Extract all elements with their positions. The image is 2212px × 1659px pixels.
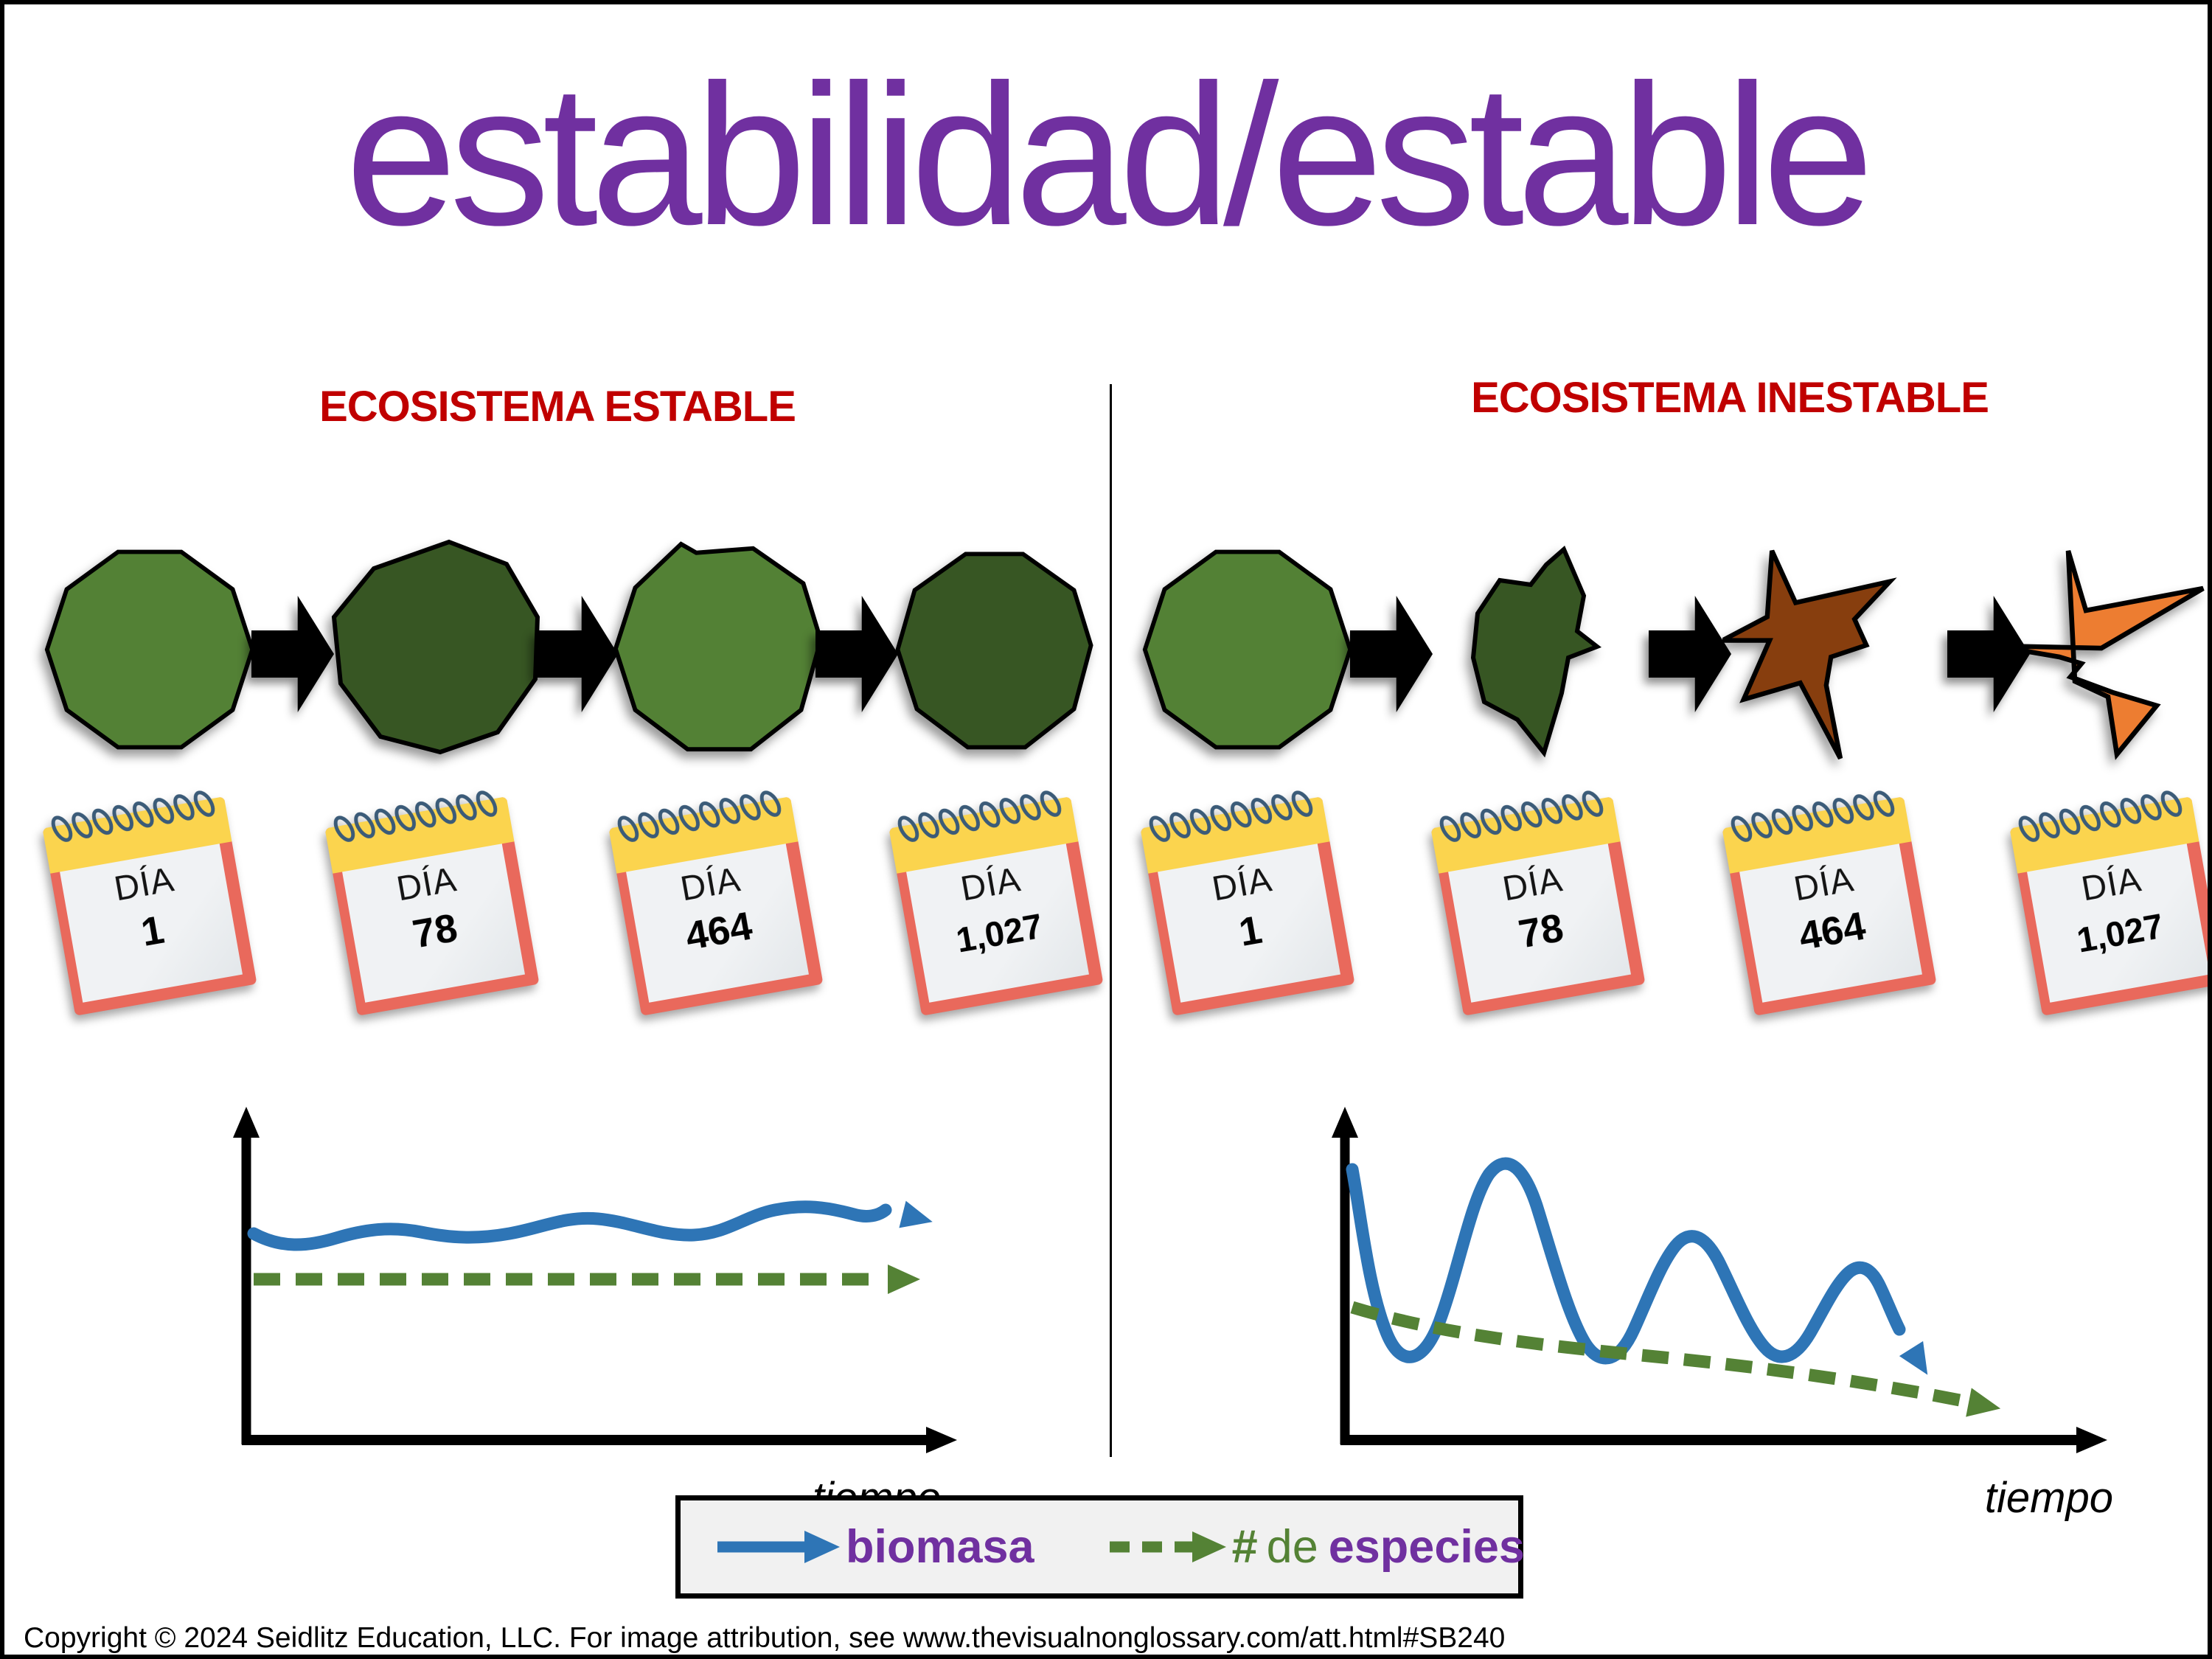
spiral-binding-icon bbox=[1149, 790, 1313, 842]
calendar-icon: DÍA 464 bbox=[1721, 790, 1937, 1020]
x-axis-label-tiempo: tiempo bbox=[1984, 1474, 2113, 1522]
spiral-binding-icon bbox=[1439, 790, 1604, 842]
ecosystem-healthy-icon bbox=[331, 539, 540, 755]
arrow-right-icon bbox=[815, 596, 898, 712]
ecosystem-healthy-icon bbox=[895, 552, 1093, 750]
ecosystem-healthy-icon bbox=[1142, 549, 1353, 750]
ecosystem-degrading-icon bbox=[1470, 546, 1602, 758]
calendar-icon: DÍA 1 bbox=[41, 790, 257, 1020]
spiral-binding-icon bbox=[897, 790, 1062, 842]
ecosystem-collapsed-icon bbox=[1995, 550, 2205, 760]
spiral-binding-icon bbox=[1731, 790, 1895, 842]
calendar-icon: DÍA 464 bbox=[608, 790, 824, 1020]
header-ecosistema-estable: ECOSISTEMA ESTABLE bbox=[319, 383, 796, 431]
arrow-right-icon bbox=[1947, 596, 2030, 712]
ecosystem-healthy-icon bbox=[44, 549, 255, 750]
especies-dashed-line-icon bbox=[1109, 1531, 1226, 1562]
calendar-icon: DÍA 78 bbox=[1430, 790, 1646, 1020]
page-title: estabilidad/estable bbox=[345, 43, 1874, 267]
vertical-divider bbox=[1110, 384, 1112, 1457]
arrow-right-icon bbox=[1649, 596, 1731, 712]
stable-ecosystem-graph bbox=[233, 1107, 957, 1453]
biomasa-line-icon bbox=[717, 1531, 840, 1563]
calendar-icon: DÍA 1 bbox=[1139, 790, 1355, 1020]
ecosystem-healthy-icon bbox=[613, 541, 824, 752]
copyright-text: Copyright © 2024 Seidlitz Education, LLC… bbox=[24, 1622, 1506, 1654]
unstable-ecosystem-graph bbox=[1332, 1107, 2107, 1453]
header-ecosistema-inestable: ECOSISTEMA INESTABLE bbox=[1471, 374, 1989, 422]
calendar-icon: DÍA 1,027 bbox=[888, 790, 1104, 1020]
spiral-binding-icon bbox=[51, 790, 215, 842]
arrow-right-icon bbox=[535, 596, 618, 712]
calendar-icon: DÍA 78 bbox=[324, 790, 540, 1020]
legend-especies-label: especies bbox=[1328, 1521, 1525, 1573]
spiral-binding-icon bbox=[333, 790, 498, 842]
calendar-icon: DÍA 1,027 bbox=[2008, 790, 2208, 1020]
arrow-right-icon bbox=[1350, 596, 1433, 712]
arrow-right-icon bbox=[251, 596, 334, 712]
ecosystem-damaged-icon bbox=[1722, 549, 1897, 760]
legend-box: biomasa # de especies bbox=[675, 1495, 1525, 1599]
legend-species-hash: # bbox=[1231, 1521, 1258, 1573]
spiral-binding-icon bbox=[617, 790, 782, 842]
legend-species-de: de bbox=[1266, 1521, 1318, 1573]
legend-biomasa-label: biomasa bbox=[846, 1521, 1034, 1573]
spiral-binding-icon bbox=[2018, 790, 2183, 842]
